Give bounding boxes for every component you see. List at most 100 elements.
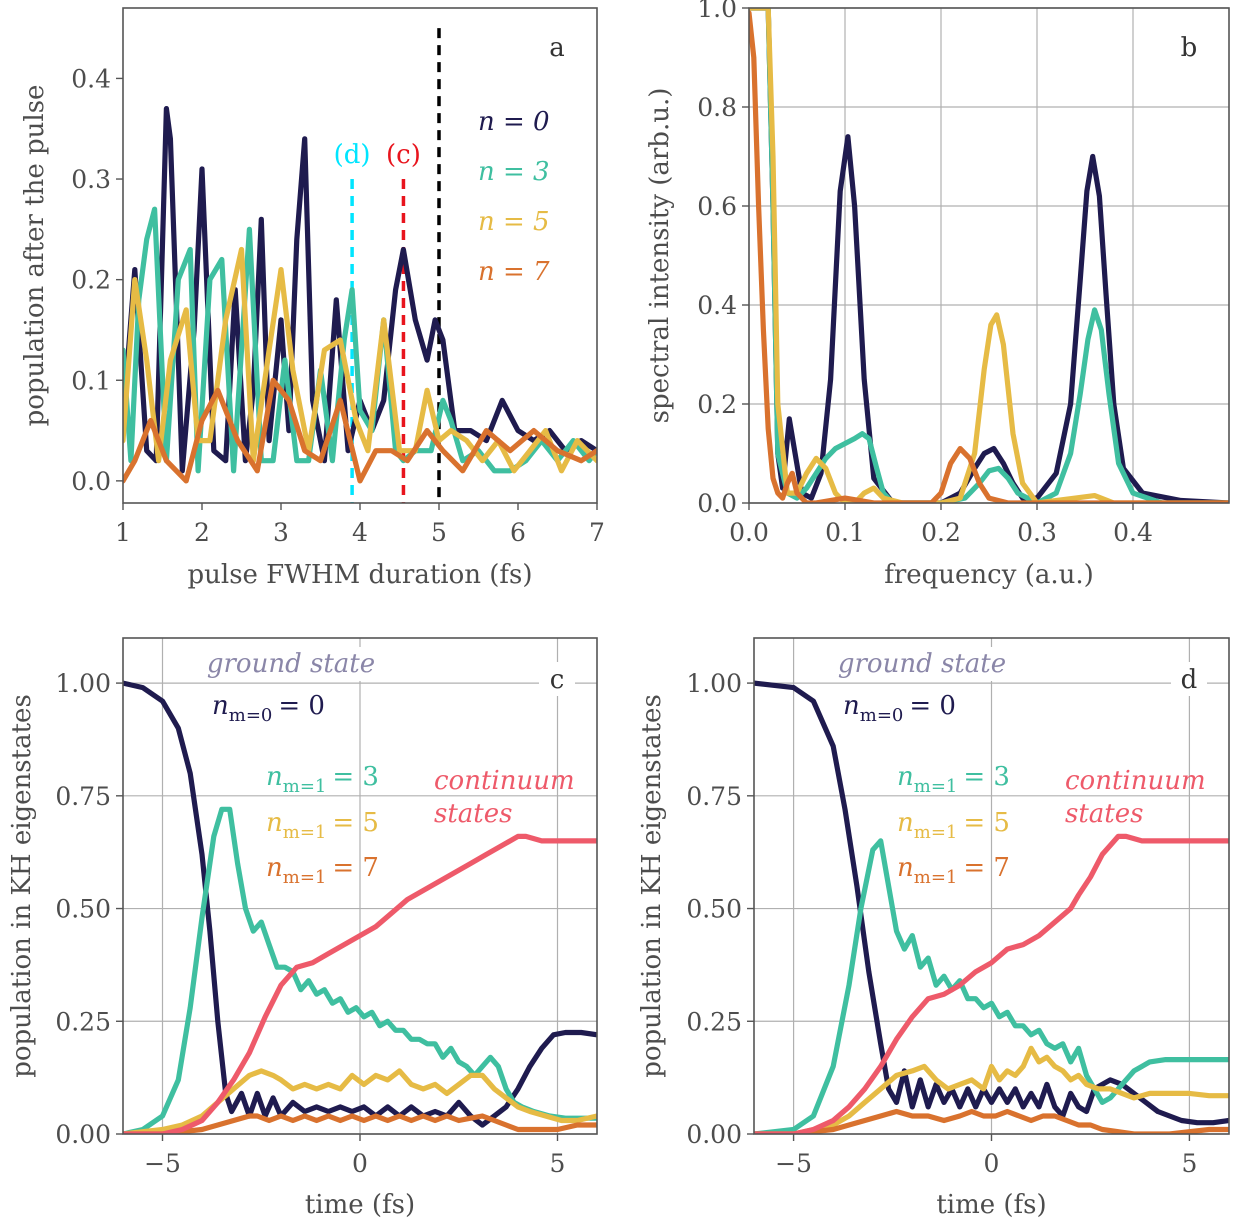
y-tick-label: 0.8 bbox=[697, 93, 737, 122]
formula-symbol: n bbox=[897, 808, 914, 838]
y-tick-label: 0.2 bbox=[697, 390, 737, 419]
ground-formula: nm=0 = 0 bbox=[843, 691, 956, 726]
y-tick-label: 0.00 bbox=[55, 1120, 111, 1149]
series-group bbox=[754, 680, 1229, 1134]
y-tick-label: 0.4 bbox=[71, 64, 111, 93]
formula-value: = 3 bbox=[963, 762, 1010, 792]
series-line bbox=[123, 377, 597, 484]
series-group bbox=[123, 680, 597, 1134]
formula-symbol: n bbox=[897, 762, 914, 792]
x-tick-label: 7 bbox=[589, 518, 605, 547]
x-tick-label: 1 bbox=[115, 518, 131, 547]
continuum-label: states bbox=[434, 799, 512, 829]
formula-symbol: n bbox=[843, 691, 860, 721]
panel-letter: a bbox=[549, 33, 565, 63]
y-tick-label: 1.0 bbox=[697, 0, 737, 23]
series-line bbox=[754, 1108, 1229, 1134]
y-tick-label: 0.25 bbox=[686, 1007, 742, 1036]
x-tick-label: 0.0 bbox=[729, 518, 769, 547]
series-line bbox=[749, 8, 1229, 503]
x-tick-label: 4 bbox=[352, 518, 368, 547]
legend-entry: n = 3 bbox=[478, 157, 550, 187]
series-line bbox=[754, 1045, 1229, 1134]
ground-formula: nm=0 = 0 bbox=[212, 691, 325, 726]
y-tick-label: 0.25 bbox=[55, 1007, 111, 1036]
series-line bbox=[749, 8, 1229, 503]
ground-state-label: ground state bbox=[838, 649, 1006, 679]
continuum-label: continuum bbox=[1065, 766, 1206, 796]
y-tick-label: 1.00 bbox=[55, 669, 111, 698]
formula-symbol: n bbox=[266, 762, 283, 792]
x-tick-label: 0 bbox=[984, 1149, 1000, 1178]
y-axis-label: spectral intensity (arb.u.) bbox=[645, 88, 675, 424]
series-line bbox=[123, 1068, 597, 1134]
series-line bbox=[123, 806, 597, 1134]
state-label: nm=1 = 7 bbox=[897, 853, 1010, 888]
x-tick-label: 5 bbox=[550, 1149, 566, 1178]
legend-entry: n = 0 bbox=[478, 107, 550, 137]
formula-value: = 0 bbox=[909, 691, 956, 721]
formula-subscript: m=1 bbox=[283, 776, 327, 797]
label-backing bbox=[830, 647, 1014, 681]
label-backing bbox=[199, 647, 383, 681]
panel-b: 0.0 0.1 0.2 0.3 0.4 0.0 0.2 0.4 0.6 0.8 1.0 frequen… bbox=[645, 0, 1230, 590]
series-group bbox=[749, 8, 1229, 503]
panel-letter-backing bbox=[539, 662, 575, 696]
series-line bbox=[123, 680, 597, 1128]
formula-subscript: m=1 bbox=[283, 867, 327, 888]
y-tick-label: 0.2 bbox=[71, 266, 111, 295]
x-tick-label: −5 bbox=[144, 1149, 181, 1178]
state-label: nm=1 = 7 bbox=[266, 853, 379, 888]
y-tick-label: 0.6 bbox=[697, 192, 737, 221]
y-axis-label: population in KH eigenstates bbox=[637, 694, 667, 1078]
x-tick-label: 3 bbox=[273, 518, 289, 547]
formula-subscript: m=1 bbox=[914, 776, 958, 797]
y-tick-label: 0.50 bbox=[686, 895, 742, 924]
formula-value: = 7 bbox=[332, 853, 379, 883]
x-tick-label: 5 bbox=[1181, 1149, 1197, 1178]
series-group bbox=[123, 106, 597, 484]
state-label: nm=1 = 3 bbox=[266, 762, 379, 797]
x-axis-label: time (fs) bbox=[305, 1190, 415, 1220]
series-line bbox=[754, 680, 1229, 1126]
formula-symbol: n bbox=[212, 691, 229, 721]
formula-subscript: m=1 bbox=[283, 822, 327, 843]
y-tick-label: 0.0 bbox=[697, 489, 737, 518]
series-line bbox=[754, 838, 1229, 1134]
y-tick-label: 0.4 bbox=[697, 291, 737, 320]
formula-subscript: m=1 bbox=[914, 822, 958, 843]
y-tick-label: 0.1 bbox=[71, 366, 111, 395]
panel-d: −5 0 5 0.00 0.25 0.50 0.75 1.00 time (fs) populat… bbox=[637, 637, 1230, 1220]
legend-entry: n = 5 bbox=[478, 207, 550, 237]
formula-value: = 7 bbox=[963, 853, 1010, 883]
formula-symbol: n bbox=[266, 808, 283, 838]
x-tick-label: 0.4 bbox=[1113, 518, 1153, 547]
x-axis-label: pulse FWHM duration (fs) bbox=[187, 560, 532, 590]
continuum-label: continuum bbox=[434, 766, 575, 796]
formula-subscript: m=0 bbox=[860, 705, 904, 726]
y-tick-label: 0.0 bbox=[71, 467, 111, 496]
state-label: nm=1 = 5 bbox=[266, 808, 379, 843]
x-axis-label: frequency (a.u.) bbox=[884, 560, 1094, 590]
plot-frame bbox=[122, 637, 598, 1135]
marker-line-label: (c) bbox=[386, 140, 421, 170]
panel-letter: d bbox=[1181, 665, 1198, 695]
y-tick-label: 0.75 bbox=[55, 782, 111, 811]
x-tick-label: 0.1 bbox=[825, 518, 865, 547]
panel-letter: c bbox=[550, 665, 565, 695]
series-line bbox=[123, 1113, 597, 1134]
formula-value: = 3 bbox=[332, 762, 379, 792]
x-tick-label: −5 bbox=[775, 1149, 812, 1178]
series-line bbox=[123, 246, 597, 474]
x-tick-label: 0.3 bbox=[1017, 518, 1057, 547]
series-line bbox=[123, 833, 597, 1134]
y-tick-label: 1.00 bbox=[686, 669, 742, 698]
y-tick-label: 0.3 bbox=[71, 165, 111, 194]
y-axis-label: population in KH eigenstates bbox=[7, 694, 37, 1078]
series-line bbox=[754, 833, 1229, 1134]
formula-subscript: m=0 bbox=[229, 705, 273, 726]
y-tick-label: 0.75 bbox=[686, 782, 742, 811]
plot-frame bbox=[122, 7, 598, 504]
y-tick-label: 0.50 bbox=[55, 895, 111, 924]
